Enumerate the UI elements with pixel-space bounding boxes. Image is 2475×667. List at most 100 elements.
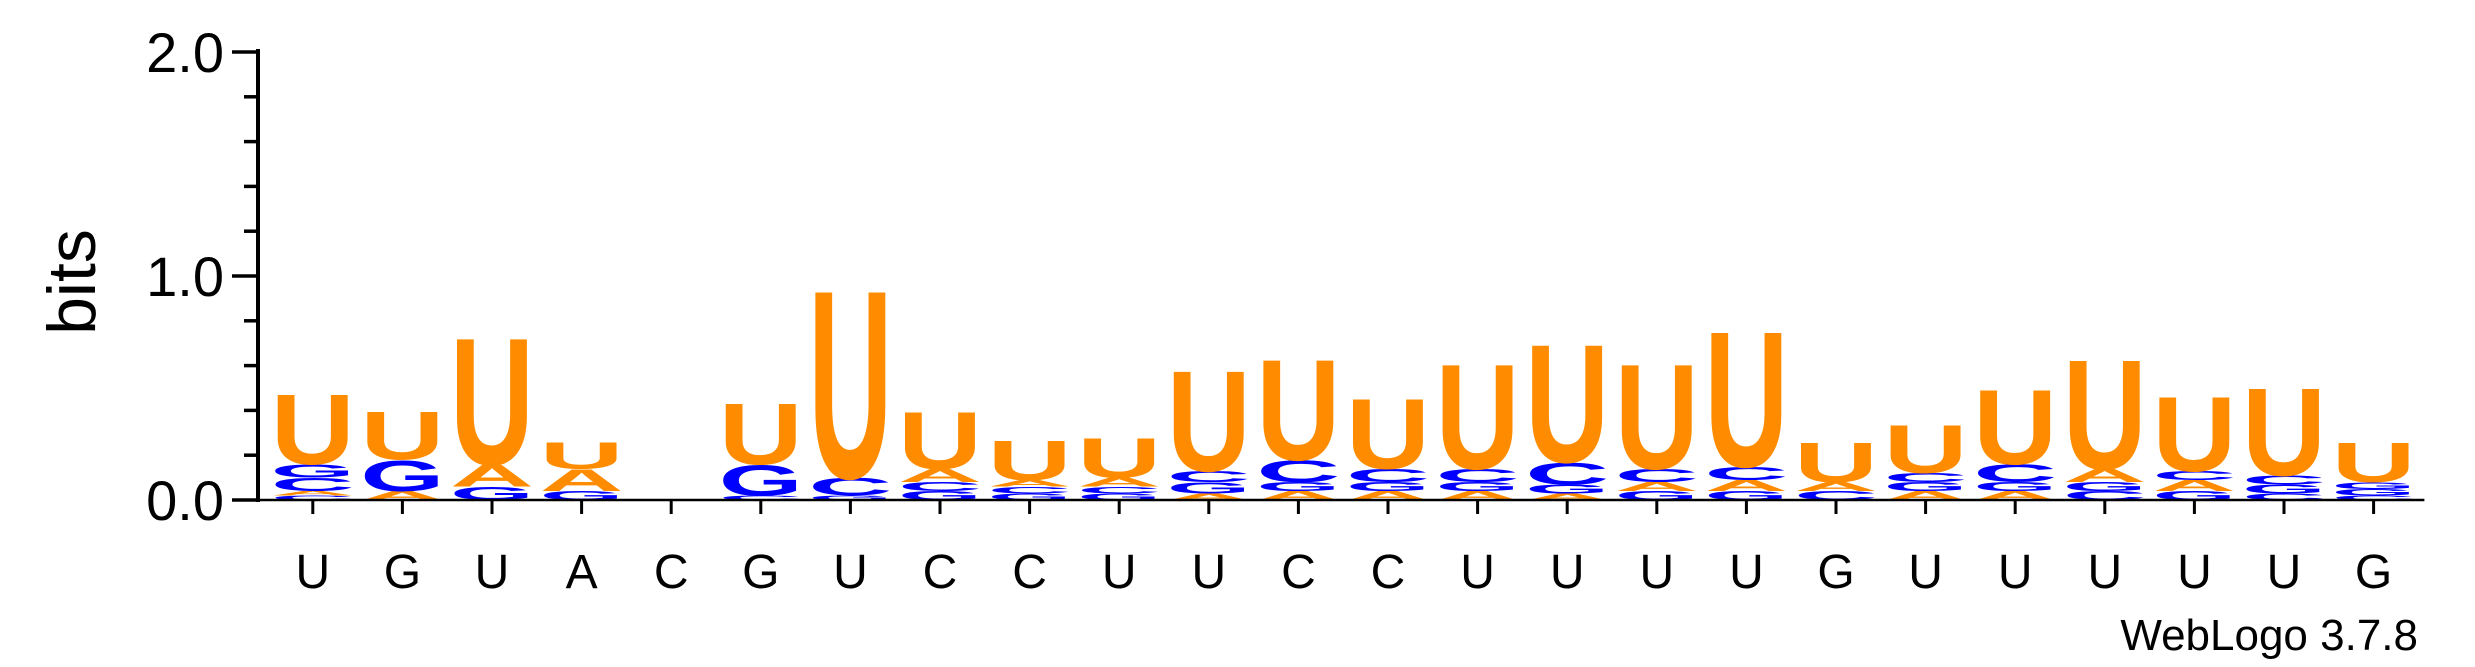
logo-letter-A: A xyxy=(540,463,624,498)
logo-letter-A: A xyxy=(2152,477,2236,495)
logo-letter-C: C xyxy=(271,494,355,501)
logo-letter-G: G xyxy=(1256,480,1340,494)
logo-letter-C: C xyxy=(1256,454,1340,489)
x-tick-label: G xyxy=(2355,546,2392,599)
logo-letter-A: A xyxy=(450,459,534,494)
logo-letter-U: U xyxy=(2063,328,2147,503)
logo-letter-A: A xyxy=(1077,475,1161,489)
logo-letter-G: G xyxy=(719,456,803,505)
logo-letter-U: U xyxy=(1167,341,1251,502)
x-tick-label: U xyxy=(2267,546,2302,599)
x-tick-label: U xyxy=(833,546,868,599)
logo-letter-G: G xyxy=(2063,480,2147,494)
logo-letter-A: A xyxy=(1167,492,1251,502)
logo-letter-U: U xyxy=(1884,411,1968,488)
logo-letter-G: G xyxy=(988,492,1072,502)
logo-letter-A: A xyxy=(1615,480,1699,494)
x-tick-label: G xyxy=(742,546,779,599)
x-tick-label: C xyxy=(1012,546,1047,599)
y-axis-label: bits xyxy=(34,229,110,335)
logo-letter-G: G xyxy=(1525,482,1609,496)
logo-letter-C: C xyxy=(2242,473,2326,487)
logo-letter-A: A xyxy=(271,490,355,497)
y-tick-label: 0.0 xyxy=(146,469,224,532)
logo-letter-U: U xyxy=(988,429,1072,492)
x-tick-label: U xyxy=(1550,546,1585,599)
logo-letter-C: C xyxy=(1167,468,1251,486)
logo-letter-A: A xyxy=(898,465,982,486)
logo-letter-C: C xyxy=(1346,465,1430,486)
logo-letter-U: U xyxy=(1973,368,2057,487)
logo-letter-C: C xyxy=(2242,492,2326,502)
weblogo-credit: WebLogo 3.7.8 xyxy=(2120,611,2418,660)
logo-letter-G: G xyxy=(360,452,444,501)
x-tick-label: C xyxy=(923,546,958,599)
x-tick-label: U xyxy=(1460,546,1495,599)
x-tick-label: C xyxy=(1371,546,1406,599)
logo-letter-U: U xyxy=(1077,427,1161,490)
logo-letter-G: G xyxy=(1077,492,1161,502)
x-tick-label: U xyxy=(1908,546,1943,599)
x-tick-label: U xyxy=(1639,546,1674,599)
logo-letter-G: G xyxy=(1884,480,1968,494)
logo-letter-C: C xyxy=(1973,459,2057,487)
logo-letter-G: G xyxy=(1436,480,1520,494)
logo-letter-U: U xyxy=(1525,309,1609,498)
logo-letter-G: G xyxy=(271,461,355,482)
x-tick-label: U xyxy=(2087,546,2122,599)
logo-letter-U: U xyxy=(271,374,355,486)
logo-letter-C: C xyxy=(719,494,803,501)
logo-letter-G: G xyxy=(2242,482,2326,496)
logo-letter-C: C xyxy=(271,474,355,495)
logo-letter-U: U xyxy=(719,385,803,483)
x-tick-label: U xyxy=(1729,546,1764,599)
logo-letter-U: U xyxy=(1346,378,1430,490)
x-tick-label: G xyxy=(1817,546,1854,599)
logo-letter-U: U xyxy=(1256,330,1340,491)
logo-letter-C: C xyxy=(1525,456,1609,491)
x-tick-label: U xyxy=(1102,546,1137,599)
logo-letter-C: C xyxy=(1436,465,1520,486)
logo-letter-C: C xyxy=(2332,494,2416,501)
x-tick-label: C xyxy=(1281,546,1316,599)
logo-letter-U: U xyxy=(450,301,534,503)
logo-letter-A: A xyxy=(1525,492,1609,502)
x-tick-label: U xyxy=(475,546,510,599)
logo-letter-U: U xyxy=(898,396,982,487)
logo-letter-G: G xyxy=(2332,480,2416,490)
y-tick-label: 1.0 xyxy=(146,245,224,308)
x-tick-label: U xyxy=(2177,546,2212,599)
logo-letter-U: U xyxy=(2152,374,2236,493)
logo-letter-U: U xyxy=(540,435,624,477)
logo-letter-U: U xyxy=(2242,362,2326,502)
logo-letter-U: U xyxy=(360,398,444,475)
logo-letter-U: U xyxy=(1615,333,1699,501)
logo-letter-G: G xyxy=(1346,480,1430,494)
logo-letter-C: C xyxy=(808,473,892,501)
logo-letter-C: C xyxy=(1704,463,1788,484)
logo-letter-U: U xyxy=(1704,291,1788,508)
logo-letter-U: U xyxy=(808,234,892,535)
logo-letter-A: A xyxy=(1794,480,1878,494)
x-tick-label: U xyxy=(1191,546,1226,599)
logo-letter-U: U xyxy=(1436,333,1520,501)
logo-letter-A: A xyxy=(2063,465,2147,486)
x-tick-label: U xyxy=(295,546,330,599)
logo-letter-A: A xyxy=(1704,477,1788,495)
x-tick-label: A xyxy=(566,546,598,599)
logo-letter-G: G xyxy=(1973,480,2057,494)
logo-letter-C: C xyxy=(898,480,982,494)
y-tick-label: 2.0 xyxy=(146,21,224,84)
x-tick-label: C xyxy=(654,546,689,599)
x-tick-label: U xyxy=(1998,546,2033,599)
logo-letter-G: G xyxy=(2332,487,2416,497)
logo-letter-C: C xyxy=(2152,468,2236,482)
logo-letter-A: A xyxy=(988,478,1072,488)
logo-letter-G: G xyxy=(1167,479,1251,496)
logo-letter-U: U xyxy=(2332,432,2416,495)
logo-letter-U: U xyxy=(1794,432,1878,495)
logo-letter-C: C xyxy=(1884,471,1968,485)
logo-letter-C: C xyxy=(1615,465,1699,486)
